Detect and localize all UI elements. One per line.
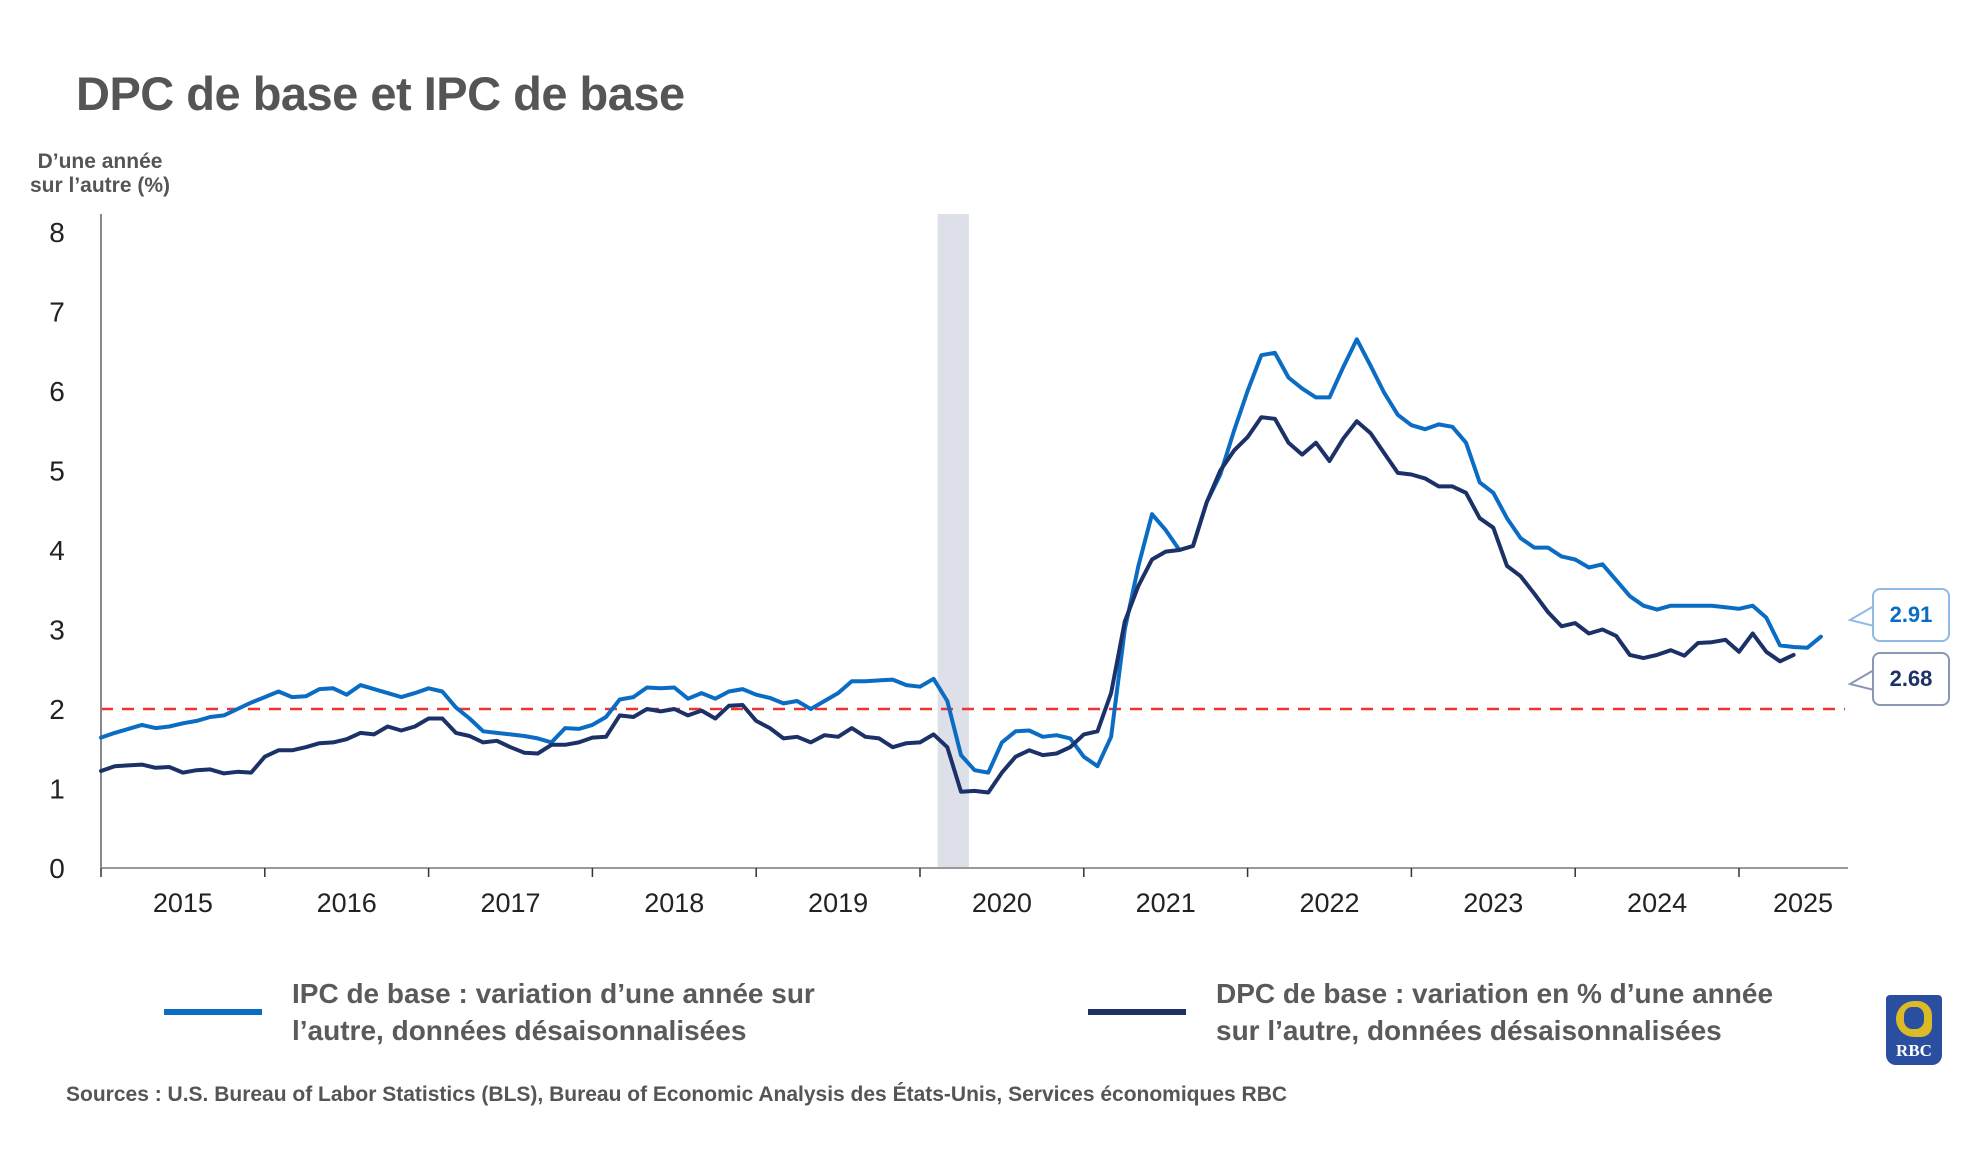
y-tick-label: 5: [49, 456, 65, 487]
legend-swatch-dpc: [1088, 1009, 1186, 1015]
legend-item-dpc: DPC de base : variation en % d’une année…: [1088, 975, 1773, 1049]
y-axis-title: D’une année sur l’autre (%): [20, 150, 180, 198]
x-tick-label: 2024: [1627, 888, 1687, 918]
rbc-logo: RBC: [1886, 995, 1942, 1065]
callout-pointer: [1847, 668, 1875, 692]
x-tick-label: 2023: [1463, 888, 1523, 918]
y-tick-label: 6: [49, 376, 65, 407]
callout-dpc-value: 2.68: [1889, 666, 1933, 691]
y-tick-label: 1: [49, 774, 65, 805]
legend-label-ipc: IPC de base : variation d’une année sur …: [292, 975, 815, 1049]
x-tick-label: 2025: [1773, 888, 1833, 918]
legend-label-dpc: DPC de base : variation en % d’une année…: [1216, 975, 1773, 1049]
legend-label-ipc-line-2: l’autre, données désaisonnalisées: [292, 1015, 747, 1046]
legend-label-dpc-line-1: DPC de base : variation en % d’une année: [1216, 978, 1774, 1009]
x-tick-label: 2018: [644, 888, 704, 918]
x-tick-label: 2019: [808, 888, 868, 918]
series-line-dpc: [99, 415, 1796, 795]
x-tick-label: 2017: [480, 888, 540, 918]
x-tick-label: 2022: [1299, 888, 1359, 918]
chart-title: DPC de base et IPC de base: [76, 67, 685, 120]
callout-dpc-last-value: 2.68: [1872, 652, 1950, 706]
line-chart: 0 1 2 3 4 5 6 7 8 2015 2016 2017 2018 2019 2020 2021 202…: [49, 214, 1875, 918]
y-tick-label: 4: [49, 535, 65, 566]
callout-ipc-value: 2.91: [1889, 602, 1933, 627]
lion-icon-detail: [1904, 1007, 1924, 1029]
series-line-ipc: [99, 337, 1823, 775]
legend-item-ipc: IPC de base : variation d’une année sur …: [164, 975, 815, 1049]
y-tick-label: 8: [49, 217, 65, 248]
y-tick-label: 0: [49, 853, 65, 884]
y-axis-title-line-1: D’une année: [37, 150, 163, 173]
legend-label-dpc-line-2: sur l’autre, données désaisonnalisées: [1216, 1015, 1722, 1046]
x-tick-label: 2021: [1136, 888, 1196, 918]
y-tick-label: 3: [49, 615, 65, 646]
legend-label-ipc-line-1: IPC de base : variation d’une année sur: [292, 978, 815, 1009]
callout-ipc-last-value: 2.91: [1872, 588, 1950, 642]
y-tick-label: 7: [49, 297, 65, 328]
legend-swatch-ipc: [164, 1009, 262, 1015]
x-tick-label: 2015: [153, 888, 213, 918]
x-tick-label: 2020: [972, 888, 1032, 918]
rbc-logo-text: RBC: [1896, 1041, 1932, 1060]
callout-pointer: [1847, 604, 1875, 628]
y-tick-label: 2: [49, 694, 65, 725]
y-axis-title-line-2: sur l’autre (%): [29, 174, 171, 197]
x-tick-label: 2016: [317, 888, 377, 918]
source-note: Sources : U.S. Bureau of Labor Statistic…: [66, 1083, 1288, 1106]
